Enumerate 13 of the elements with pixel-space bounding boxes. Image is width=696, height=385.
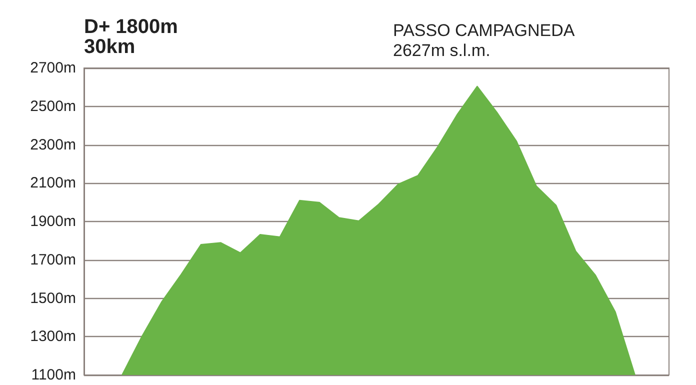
y-tick-label: 2700m <box>30 60 76 76</box>
chart-title: D+ 1800m <box>84 16 178 38</box>
y-tick-label: 2500m <box>30 98 76 115</box>
chart-subtitle: 30km <box>84 36 136 58</box>
y-tick-label: 2300m <box>30 136 76 154</box>
y-tick-label: 1300m <box>30 328 76 346</box>
text: PASSO CAMPAGNEDA <box>393 21 576 40</box>
y-tick-label: 1900m <box>30 213 76 230</box>
y-tick-label: 2100m <box>30 174 76 192</box>
y-tick-label: 1500m <box>30 290 76 307</box>
y-tick-label: 1100m <box>31 366 76 384</box>
text: 2627m s.l.m. <box>393 41 490 60</box>
y-tick-label: 1700m <box>30 251 76 268</box>
